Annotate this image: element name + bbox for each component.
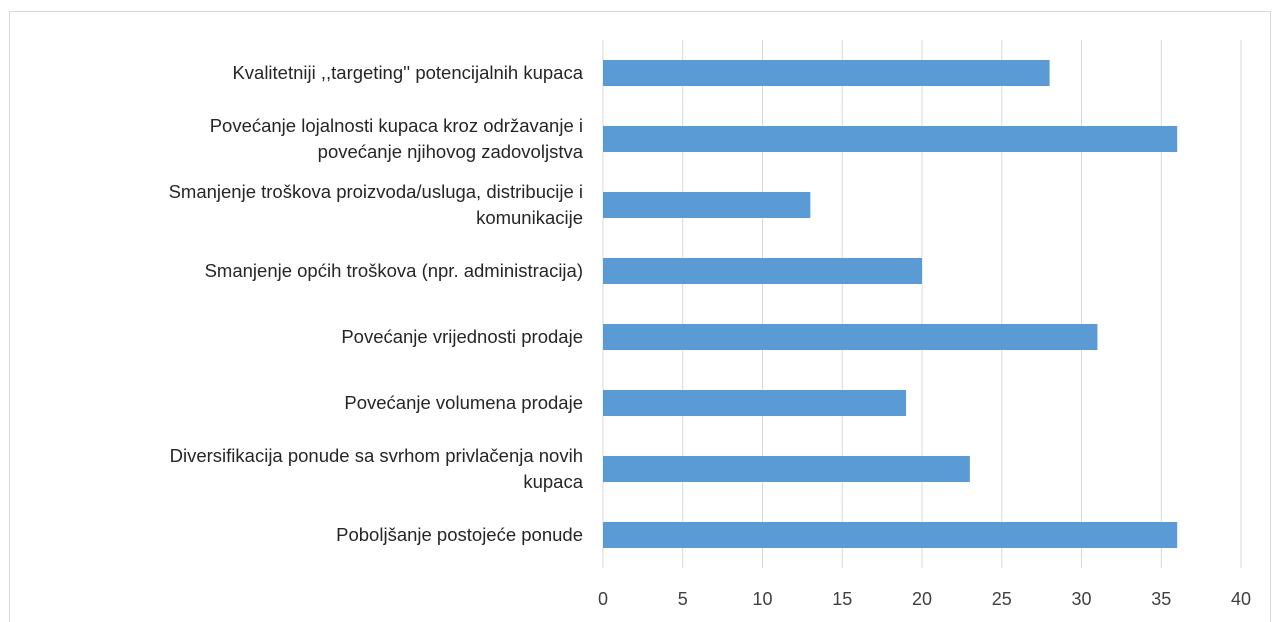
bar — [603, 192, 811, 218]
x-tick-label: 30 — [1071, 589, 1091, 609]
x-tick-label: 5 — [678, 589, 688, 609]
x-tick-label: 40 — [1231, 589, 1251, 609]
x-tick-label: 35 — [1151, 589, 1171, 609]
y-tick-label: Poboljšanje postojeće ponude — [336, 524, 583, 545]
x-tick-label: 20 — [912, 589, 932, 609]
bar — [603, 324, 1098, 350]
y-tick-label: Smanjenje općih troškova (npr. administr… — [204, 260, 583, 281]
x-tick-label: 25 — [992, 589, 1012, 609]
bar — [603, 258, 922, 284]
x-tick-label: 10 — [752, 589, 772, 609]
bar — [603, 126, 1178, 152]
y-tick-label: Povećanje lojalnosti kupaca kroz održava… — [209, 115, 583, 162]
x-tick-label: 15 — [832, 589, 852, 609]
x-tick-label: 0 — [598, 589, 608, 609]
chart-frame — [9, 11, 1271, 622]
y-tick-label: Povećanje vrijednosti prodaje — [341, 326, 583, 347]
y-tick-label: Kvalitetniji ,,targeting'' potencijalnih… — [232, 62, 583, 83]
y-tick-label: Povećanje volumena prodaje — [344, 392, 583, 413]
bar — [603, 390, 907, 416]
bar — [603, 60, 1050, 86]
y-tick-label: Diversifikacija ponude sa svrhom privlač… — [169, 445, 583, 492]
bar — [603, 456, 970, 482]
bar — [603, 522, 1178, 548]
y-tick-label: Smanjenje troškova proizvoda/usluga, dis… — [168, 181, 583, 228]
